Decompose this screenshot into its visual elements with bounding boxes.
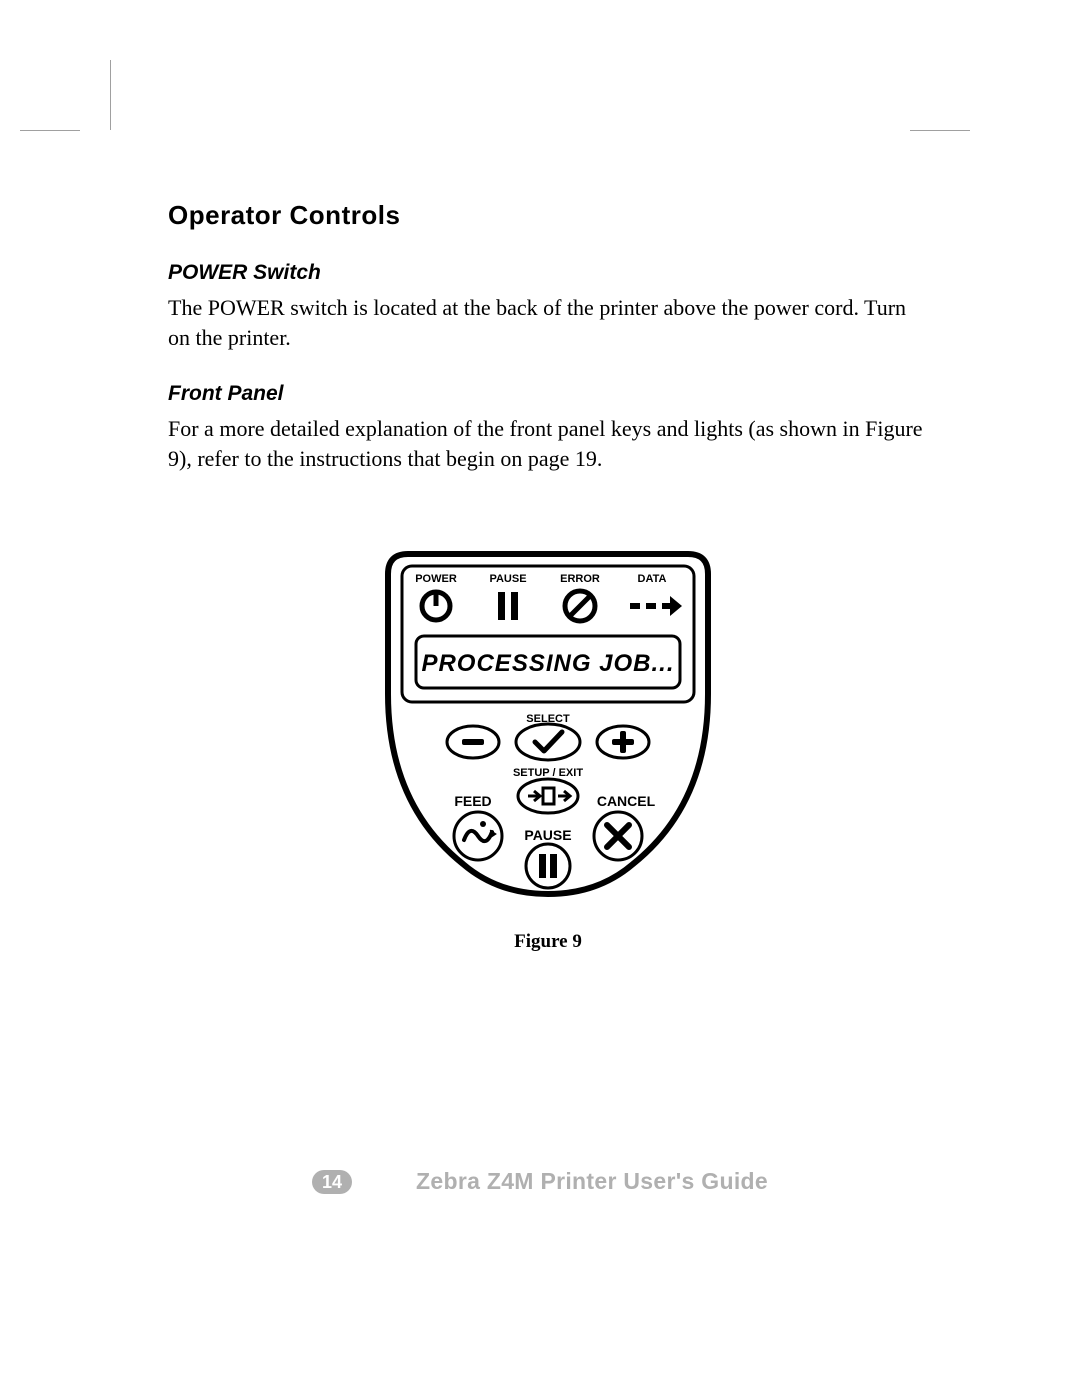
crop-mark [110, 60, 111, 130]
select-button[interactable] [516, 724, 580, 760]
plus-button[interactable] [597, 726, 649, 758]
minus-button[interactable] [447, 726, 499, 758]
page-footer: 14 Zebra Z4M Printer User's Guide [0, 1168, 1080, 1195]
figure-caption: Figure 9 [168, 931, 928, 953]
cancel-button[interactable] [594, 812, 642, 860]
setup-exit-button[interactable] [518, 779, 578, 813]
feed-button[interactable] [454, 812, 502, 860]
feed-label: FEED [454, 793, 491, 809]
cancel-label: CANCEL [597, 793, 656, 809]
indicator-power-label: POWER [415, 573, 457, 585]
section-title: Operator Controls [168, 200, 928, 231]
crop-mark [910, 130, 970, 131]
footer-title: Zebra Z4M Printer User's Guide [416, 1168, 768, 1195]
front-panel-heading: Front Panel [168, 382, 928, 406]
setup-exit-label: SETUP / EXIT [513, 767, 583, 779]
power-switch-heading: POWER Switch [168, 261, 928, 285]
power-switch-text: The POWER switch is located at the back … [168, 293, 928, 352]
front-panel-diagram: POWER PAUSE ERROR DATA [378, 544, 718, 914]
front-panel-text: For a more detailed explanation of the f… [168, 414, 928, 473]
page-number-badge: 14 [312, 1170, 352, 1194]
indicator-error-label: ERROR [560, 573, 600, 585]
pause-button[interactable] [526, 844, 570, 888]
lcd-text: PROCESSING JOB... [421, 650, 674, 677]
indicator-data-label: DATA [638, 573, 667, 585]
indicator-pause-label: PAUSE [489, 573, 526, 585]
pause-label: PAUSE [524, 827, 571, 843]
crop-mark [20, 130, 80, 131]
